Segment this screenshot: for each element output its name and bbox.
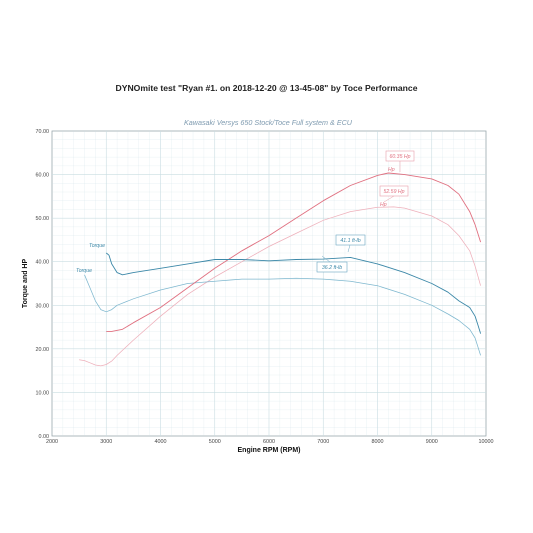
y-tick-label: 50.00 bbox=[36, 216, 50, 222]
peak-label: 60.35 Hp bbox=[385, 150, 415, 172]
series-line-hp-stock bbox=[79, 206, 481, 367]
peak-label-box bbox=[316, 261, 348, 273]
peak-label: 41.1 ft-lb bbox=[335, 234, 366, 253]
page-title: DYNOmite test "Ryan #1. on 2018-12-20 @ … bbox=[115, 83, 418, 93]
peak-label-leader bbox=[347, 244, 351, 253]
peak-label: 36.2 ft-lb bbox=[316, 255, 348, 273]
series-name-label: Torque bbox=[76, 268, 92, 274]
x-tick-label: 2000 bbox=[46, 439, 58, 445]
series-line-hp-modified bbox=[106, 172, 482, 332]
series-name-label: Hp bbox=[380, 202, 387, 208]
peak-label-text: 60.35 Hp bbox=[389, 154, 410, 160]
series-line-torque-stock bbox=[84, 274, 481, 356]
x-tick-label: 7000 bbox=[317, 439, 329, 445]
x-tick-label: 5000 bbox=[209, 439, 221, 445]
peak-label-leader bbox=[383, 195, 395, 203]
x-tick-label: 9000 bbox=[426, 439, 438, 445]
y-axis-label: Torque and HP bbox=[22, 259, 29, 309]
x-tick-label: 6000 bbox=[263, 439, 275, 445]
peak-label: 52.59 Hp bbox=[379, 185, 409, 203]
x-tick-label: 8000 bbox=[372, 439, 384, 445]
x-tick-label: 10000 bbox=[479, 439, 494, 445]
y-tick-label: 40.00 bbox=[36, 260, 50, 266]
y-tick-label: 20.00 bbox=[36, 347, 50, 353]
chart-subtitle: Kawasaki Versys 650 Stock/Toce Full syst… bbox=[184, 118, 353, 127]
x-axis-label: Engine RPM (RPM) bbox=[238, 447, 301, 454]
y-tick-label: 70.00 bbox=[36, 129, 50, 135]
series-name-label: Torque bbox=[89, 243, 105, 249]
series-name-label: Hp bbox=[388, 167, 395, 173]
peak-label-text: 52.59 Hp bbox=[383, 189, 404, 195]
series-line-torque-modified bbox=[106, 252, 482, 334]
peak-label-leader bbox=[321, 255, 331, 263]
x-tick-label: 4000 bbox=[155, 439, 167, 445]
peak-label-box bbox=[335, 234, 366, 246]
peak-label-text: 41.1 ft-lb bbox=[340, 238, 360, 244]
x-tick-label: 3000 bbox=[100, 439, 112, 445]
y-tick-label: 30.00 bbox=[36, 303, 50, 309]
peak-label-text: 36.2 ft-lb bbox=[322, 265, 342, 271]
y-tick-label: 60.00 bbox=[36, 173, 50, 179]
y-tick-label: 10.00 bbox=[36, 390, 50, 396]
y-tick-label: 0.00 bbox=[39, 434, 50, 440]
